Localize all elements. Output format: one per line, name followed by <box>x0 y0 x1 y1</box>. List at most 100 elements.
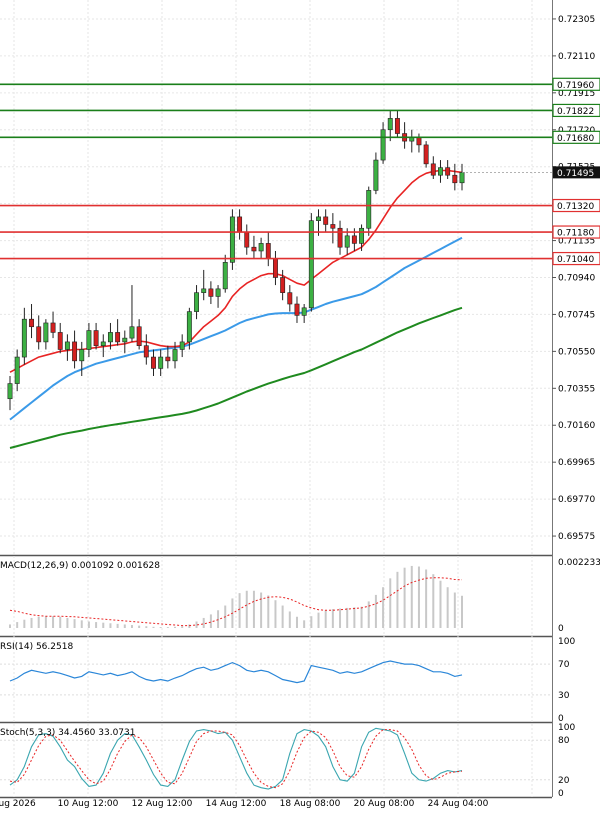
macd-histogram-bar <box>267 595 270 628</box>
stoch-d-line <box>9 729 463 789</box>
candle-body <box>194 292 199 312</box>
candle <box>251 235 257 259</box>
candle-body <box>93 330 99 346</box>
candle-body <box>387 118 393 131</box>
stoch-label: Stoch(5,3,3) 34.4560 33.0731 <box>0 728 135 738</box>
candle-body <box>172 349 178 362</box>
candle <box>57 322 63 354</box>
candle <box>194 285 199 320</box>
current-price-label: 0.71495 <box>557 169 594 179</box>
macd-histogram-bar <box>432 574 435 628</box>
macd-histogram-bar <box>453 592 456 628</box>
macd-histogram-bar <box>174 626 177 628</box>
candle <box>7 375 13 411</box>
candle-body <box>115 332 121 343</box>
macd-histogram-bar <box>389 578 392 628</box>
candle <box>143 334 149 365</box>
level-tag-label: 0.71040 <box>557 255 594 265</box>
macd-histogram-bar <box>274 600 277 628</box>
candle <box>459 163 465 191</box>
macd-histogram-bar <box>339 608 342 628</box>
candle <box>115 319 121 346</box>
macd-histogram-bar <box>116 623 119 628</box>
macd-histogram-bar <box>238 593 241 628</box>
candle <box>301 304 307 323</box>
level-tag-label: 0.71822 <box>557 107 594 117</box>
macd-histogram-bar <box>209 614 212 628</box>
time-tick-label: 10 Aug 12:00 <box>58 799 119 809</box>
ma-red-line <box>9 169 463 373</box>
candle <box>64 334 70 361</box>
macd-histogram-bar <box>52 616 55 628</box>
level-tag-label: 0.71680 <box>557 134 594 144</box>
macd-histogram-bar <box>30 617 33 628</box>
level-tag-label: 0.71180 <box>557 229 594 239</box>
candle-body <box>165 356 171 362</box>
candle-body <box>351 235 357 244</box>
price-tick-label: 0.70160 <box>558 421 595 431</box>
candle <box>265 232 271 267</box>
candle-body <box>86 330 92 350</box>
candle <box>43 319 49 350</box>
stoch-axis-label: 0 <box>558 789 564 799</box>
candle-body <box>158 356 164 369</box>
candle-body <box>394 118 400 134</box>
candle-body <box>208 288 214 297</box>
candle-body <box>186 311 192 343</box>
candle-body <box>7 383 13 400</box>
candle <box>452 163 458 191</box>
candle-body <box>129 326 135 339</box>
time-tick-label: 20 Aug 08:00 <box>354 799 415 809</box>
candle-body <box>107 332 113 343</box>
ma-green-line <box>9 306 463 449</box>
macd-histogram-bar <box>252 590 255 628</box>
macd-histogram-bar <box>353 607 356 628</box>
candle <box>208 281 214 305</box>
time-tick-label: 12 Aug 12:00 <box>132 799 193 809</box>
candle <box>244 224 250 255</box>
macd-histogram-bar <box>417 566 420 628</box>
candle-body <box>201 288 207 293</box>
macd-histogram-bar <box>346 607 349 628</box>
candle <box>14 349 20 392</box>
time-tick-label: Aug 2026 <box>0 799 36 809</box>
candle-body <box>330 224 336 229</box>
time-axis: Aug 2026 10 Aug 12:00 12 Aug 12:00 14 Aug 1… <box>0 799 489 809</box>
candle <box>129 285 135 342</box>
candle-body <box>143 345 149 358</box>
macd-histogram-bar <box>95 622 98 628</box>
macd-histogram-bar <box>80 620 83 628</box>
rsi-pane: RSI(14) 56.2518 100 70 30 0 <box>0 637 575 724</box>
macd-axis-label: 0.002233 <box>558 558 600 568</box>
candle-body <box>294 303 300 316</box>
candle <box>359 224 365 251</box>
candle <box>79 341 85 376</box>
price-axis: 0.723050.721100.719150.717200.715250.713… <box>552 15 600 542</box>
candle-body <box>251 246 257 252</box>
stoch-axis-label: 80 <box>558 736 570 746</box>
price-tick-label: 0.69575 <box>558 532 595 542</box>
candle-body <box>151 356 156 369</box>
candle-body <box>79 349 85 362</box>
rsi-axis-label: 70 <box>558 660 570 670</box>
candle <box>201 269 207 301</box>
candle-body <box>215 288 221 297</box>
candle-body <box>430 163 436 176</box>
macd-histogram-bar <box>446 587 449 628</box>
candle-body <box>222 262 228 290</box>
macd-histogram-bar <box>188 624 191 628</box>
candle-body <box>179 341 185 350</box>
candle <box>258 237 264 259</box>
candle-body <box>273 258 278 278</box>
macd-histogram-bar <box>324 610 327 628</box>
macd-histogram-bar <box>102 622 105 628</box>
ma-blue-line <box>9 236 463 421</box>
price-tick-label: 0.69770 <box>558 495 595 505</box>
macd-histogram-bar <box>281 605 284 628</box>
rsi-axis-label: 100 <box>558 637 575 647</box>
candle-body <box>64 341 70 350</box>
time-tick-label: 24 Aug 04:00 <box>428 799 489 809</box>
price-pane <box>0 83 552 449</box>
macd-histogram-bar <box>123 624 126 628</box>
candle <box>237 209 243 240</box>
